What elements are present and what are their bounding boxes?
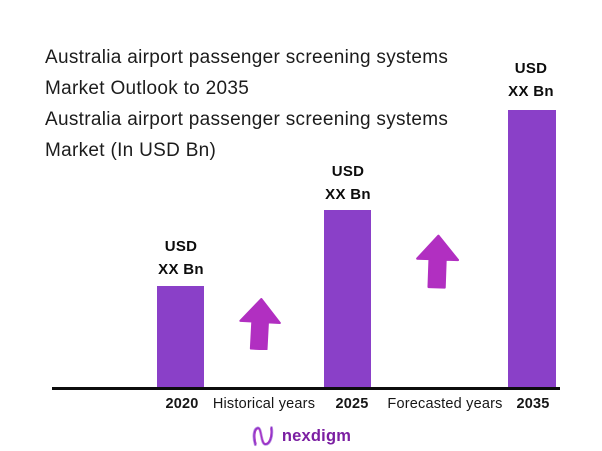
chart-title: Australia airport passenger screening sy… bbox=[45, 42, 515, 104]
bar-value-label-2035-line2: XX Bn bbox=[508, 83, 554, 100]
chart-subtitle-line2: Market (In USD Bn) bbox=[45, 140, 217, 161]
bar-value-label-2035: USD XX Bn bbox=[486, 57, 576, 103]
nexdigm-logo: nexdigm bbox=[0, 424, 602, 448]
bar-value-label-2020-line2: XX Bn bbox=[158, 261, 204, 278]
growth-arrow-icon bbox=[239, 298, 281, 350]
bar-2035 bbox=[508, 110, 556, 388]
x-annotation-forecasted-years: Forecasted years bbox=[387, 396, 503, 412]
bar-value-label-2035-line1: USD bbox=[514, 60, 548, 77]
x-tick-2020: 2020 bbox=[165, 396, 199, 412]
x-annotation-historical-years: Historical years bbox=[212, 396, 316, 412]
chart-subtitle: Australia airport passenger screening sy… bbox=[45, 104, 515, 166]
x-tick-2025: 2025 bbox=[335, 396, 369, 412]
bar-value-label-2025-line1: USD bbox=[331, 163, 365, 180]
bar-value-label-2020: USD XX Bn bbox=[136, 235, 226, 281]
x-tick-2035: 2035 bbox=[516, 396, 550, 412]
chart-title-line1: Australia airport passenger screening sy… bbox=[45, 47, 449, 68]
bar-2020 bbox=[157, 286, 204, 388]
growth-arrow-icon bbox=[416, 234, 459, 289]
x-axis-line bbox=[52, 387, 560, 390]
nexdigm-logo-text: nexdigm bbox=[281, 426, 352, 445]
nexdigm-logo-icon bbox=[252, 426, 274, 447]
bar-value-label-2020-line1: USD bbox=[164, 238, 198, 255]
bar-value-label-2025: USD XX Bn bbox=[303, 160, 393, 206]
chart-subtitle-line1: Australia airport passenger screening sy… bbox=[45, 109, 449, 130]
bar-2025 bbox=[324, 210, 371, 388]
chart-title-line2: Market Outlook to 2035 bbox=[45, 78, 250, 99]
bar-value-label-2025-line2: XX Bn bbox=[325, 186, 371, 203]
